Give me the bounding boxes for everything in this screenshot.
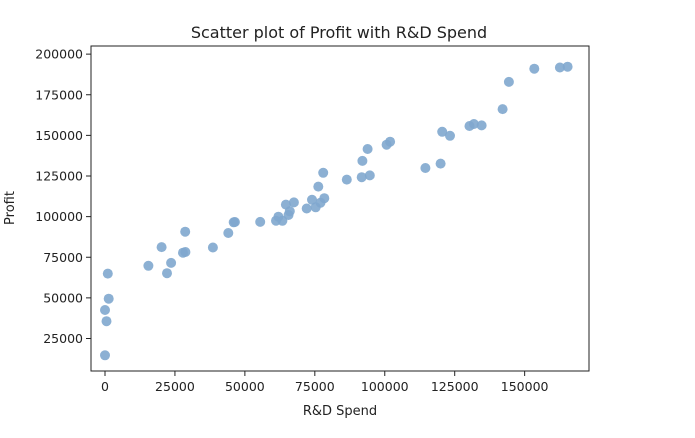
data-point-37 [223, 228, 234, 238]
data-point-27 [301, 203, 312, 214]
x-tick-label: 75000 [295, 379, 335, 394]
data-point-14 [435, 158, 446, 169]
x-tick-label: 150000 [501, 379, 549, 394]
y-tick-label: 175000 [35, 87, 83, 102]
data-point-23 [288, 197, 299, 208]
x-axis: 0 25000 50000 75000 100000 125000 150000 [101, 371, 549, 394]
y-tick-label: 50000 [43, 290, 83, 305]
data-point-9 [445, 130, 455, 141]
y-tick-label: 100000 [35, 209, 83, 224]
data-point-45 [102, 268, 113, 279]
data-point-4 [497, 104, 508, 115]
data-point-49 [100, 350, 110, 361]
data-point-15 [420, 163, 431, 173]
y-axis-label: Profit [3, 191, 18, 225]
data-point-19 [341, 174, 352, 185]
data-point-26 [310, 202, 321, 213]
y-tick-label: 75000 [43, 250, 83, 265]
data-point-7 [464, 121, 475, 131]
y-tick-label: 25000 [43, 331, 83, 346]
data-points [100, 61, 573, 361]
data-point-43 [143, 260, 154, 271]
x-tick-label: 25000 [155, 379, 195, 394]
data-point-13 [357, 155, 368, 166]
x-tick-label: 100000 [361, 379, 409, 394]
data-point-2 [529, 63, 540, 74]
plot-frame [90, 45, 590, 372]
data-point-36 [180, 226, 191, 237]
data-point-44 [162, 268, 172, 279]
data-point-41 [178, 247, 188, 258]
data-point-18 [356, 172, 367, 183]
data-point-12 [362, 144, 373, 154]
x-tick-label: 0 [101, 379, 109, 394]
data-point-33 [255, 216, 266, 227]
data-point-39 [207, 242, 218, 253]
x-axis-label: R&D Spend [303, 404, 377, 419]
data-point-47 [100, 305, 110, 315]
y-tick-label: 150000 [35, 128, 83, 143]
y-axis: 25000 50000 75000 100000 125000 150000 175000 2… [35, 47, 91, 346]
y-tick-label: 200000 [35, 47, 83, 62]
data-point-42 [166, 257, 177, 268]
data-point-32 [277, 215, 288, 226]
data-point-8 [437, 126, 448, 137]
data-point-1 [554, 62, 565, 73]
data-point-38 [156, 242, 167, 253]
data-point-6 [476, 120, 487, 131]
y-tick-label: 125000 [35, 169, 83, 184]
data-point-3 [503, 76, 514, 87]
data-point-48 [101, 316, 112, 327]
data-point-22 [307, 194, 317, 205]
data-point-20 [313, 181, 324, 192]
data-point-17 [364, 170, 375, 181]
x-tick-label: 50000 [225, 379, 265, 394]
data-point-11 [381, 139, 392, 150]
data-point-46 [103, 293, 114, 304]
data-point-35 [228, 217, 239, 228]
x-tick-label: 125000 [431, 379, 479, 394]
data-point-16 [318, 167, 329, 178]
chart-title: Scatter plot of Profit with R&D Spend [191, 23, 487, 42]
data-point-0 [562, 61, 573, 72]
